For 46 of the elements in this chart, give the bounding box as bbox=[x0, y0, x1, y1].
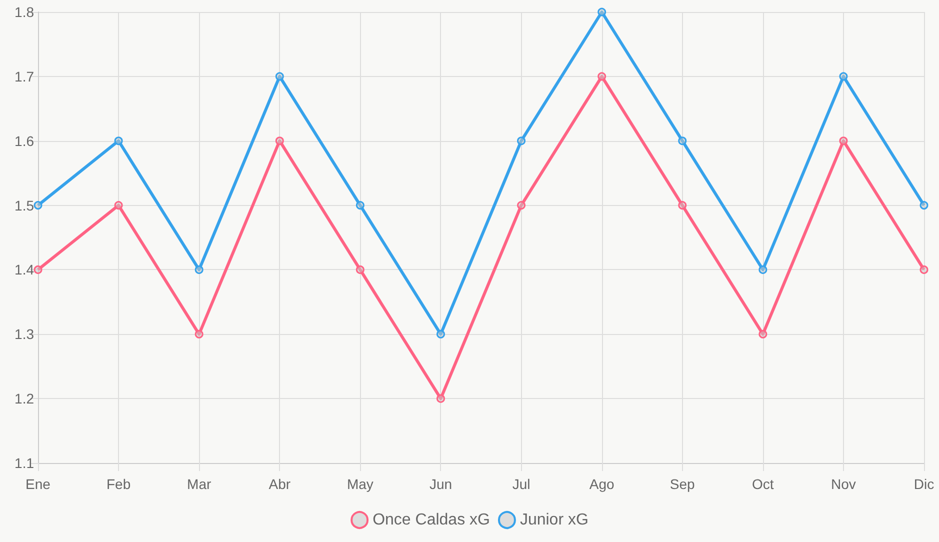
point bbox=[34, 201, 42, 210]
point bbox=[34, 265, 42, 274]
point bbox=[839, 136, 848, 146]
y-tick-label: 1.1 bbox=[14, 455, 34, 471]
y-tick-label: 1.7 bbox=[14, 68, 34, 84]
x-tick-label: Nov bbox=[831, 476, 856, 492]
x-tick-label: Dic bbox=[914, 476, 934, 492]
point bbox=[920, 265, 928, 274]
point bbox=[598, 8, 606, 16]
x-tick-label: Mar bbox=[187, 476, 212, 492]
point bbox=[678, 136, 687, 146]
point bbox=[275, 72, 284, 81]
point bbox=[678, 201, 687, 210]
x-tick-label: Feb bbox=[106, 476, 131, 492]
x-tick-label: Sep bbox=[670, 476, 696, 492]
legend-label: Junior xG bbox=[520, 512, 588, 528]
x-tick-label: Ene bbox=[26, 476, 51, 492]
x-tick-label: Abr bbox=[268, 476, 291, 492]
point bbox=[920, 201, 928, 210]
legend-label: Once Caldas xG bbox=[372, 512, 490, 528]
y-tick-label: 1.5 bbox=[14, 197, 34, 214]
point bbox=[114, 201, 123, 210]
point bbox=[114, 136, 123, 146]
x-tick-label: Oct bbox=[752, 476, 774, 492]
y-tick-label: 1.4 bbox=[14, 262, 34, 278]
y-tick-label: 1.6 bbox=[14, 132, 34, 149]
point bbox=[436, 330, 445, 338]
point bbox=[194, 265, 204, 274]
point bbox=[436, 394, 445, 403]
point bbox=[839, 72, 848, 81]
point bbox=[598, 72, 606, 81]
point bbox=[356, 201, 364, 210]
point bbox=[517, 136, 526, 146]
point bbox=[758, 265, 768, 274]
y-tick-label: 1.3 bbox=[14, 326, 34, 342]
x-tick-label: May bbox=[346, 476, 374, 492]
x-tick-label: Ago bbox=[589, 476, 614, 492]
point bbox=[517, 201, 526, 210]
y-tick-label: 1.2 bbox=[14, 390, 34, 407]
point bbox=[758, 330, 768, 338]
x-tick-label: Jul bbox=[512, 476, 530, 492]
point bbox=[356, 265, 364, 274]
y-tick-label: 1.8 bbox=[14, 4, 34, 20]
point bbox=[194, 330, 204, 338]
x-tick-label: Jun bbox=[429, 476, 452, 492]
point bbox=[275, 136, 284, 146]
